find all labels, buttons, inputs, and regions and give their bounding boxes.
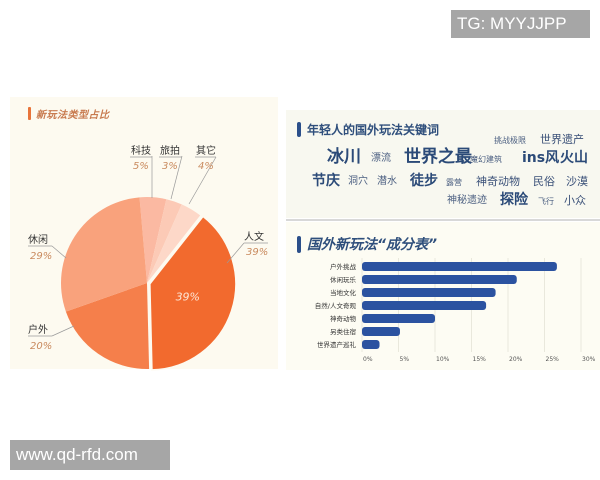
pie-label-name: 户外	[28, 323, 48, 336]
keywords-title: 年轻人的国外玩法关键词	[297, 121, 439, 138]
keyword-tag: 露营	[446, 178, 462, 187]
pie-slice-2	[147, 204, 201, 283]
composition-title: 国外新玩法“成分表”	[297, 234, 437, 254]
pie-label-value: 4%	[198, 161, 214, 172]
bar-category-label: 神奇动物	[330, 314, 357, 323]
bar	[362, 301, 487, 310]
keyword-tag: 火山	[560, 150, 588, 166]
keyword-tag: 神奇动物	[476, 175, 520, 188]
bar	[362, 288, 496, 297]
x-tick-label: 0%	[363, 356, 373, 363]
pie-label-name: 旅拍	[160, 144, 180, 157]
pie-label-name: 人文	[244, 230, 264, 243]
x-tick-label: 30%	[582, 356, 596, 363]
bar-category-label: 自然/人文奇观	[315, 301, 357, 310]
pie-slice-3	[149, 215, 237, 371]
bar-category-label: 另类住宿	[330, 327, 357, 336]
bar-category-label: 当地文化	[330, 288, 357, 297]
bar	[362, 314, 435, 323]
keyword-tag: 魔幻建筑	[470, 155, 502, 164]
pie-label-name: 科技	[131, 144, 151, 157]
pie-label-value: 20%	[30, 341, 52, 352]
x-tick-label: 25%	[546, 356, 560, 363]
keyword-tag: 探险	[500, 192, 528, 208]
title-accent-bar	[297, 122, 301, 137]
keyword-tag: 徒步	[410, 173, 438, 189]
title-accent-bar	[297, 235, 301, 253]
pie-label-value: 3%	[162, 161, 178, 172]
pie-label-value: 29%	[30, 251, 52, 262]
bar-category-label: 休闲玩乐	[330, 275, 357, 284]
keyword-tag: 世界之最	[404, 147, 472, 167]
panel-divider	[286, 219, 600, 221]
keyword-tag: 洞穴	[348, 176, 368, 187]
watermark-tg: TG: MYYJJPP	[451, 10, 590, 38]
bar	[362, 340, 380, 349]
pie-label-value: 5%	[133, 161, 149, 172]
pie-chart-title: 新玩法类型占比	[28, 106, 110, 121]
keyword-tag: 小众	[564, 194, 586, 207]
keyword-tag: 冰川	[327, 147, 361, 167]
keywords-title-text: 年轻人的国外玩法关键词	[307, 123, 440, 137]
composition-title-text: 国外新玩法“成分表”	[307, 237, 438, 253]
keyword-tag: 节庆	[312, 173, 340, 189]
pie-label-value: 39%	[246, 247, 268, 258]
x-tick-label: 10%	[436, 356, 450, 363]
pie-title-text: 新玩法类型占比	[36, 109, 110, 121]
pie-slice-1	[147, 199, 182, 283]
keyword-tag: 飞行	[538, 197, 554, 206]
keyword-tag: 民俗	[533, 175, 555, 188]
x-tick-label: 15%	[473, 356, 487, 363]
pie-slice-5	[61, 197, 148, 312]
watermark-url: www.qd-rfd.com	[10, 440, 170, 470]
x-tick-label: 20%	[509, 356, 523, 363]
keyword-tag: 漂流	[371, 153, 391, 164]
keyword-tag: ins风	[522, 150, 560, 166]
bar-category-label: 户外挑战	[330, 262, 357, 271]
bar	[362, 327, 400, 336]
bar-category-label: 世界遗产巡礼	[317, 340, 357, 349]
keyword-tag: 挑战极限	[494, 136, 526, 145]
pie-label-name: 其它	[196, 144, 216, 157]
pie-slice-0	[139, 197, 167, 283]
pie-label-name: 休闲	[28, 233, 48, 246]
keywords-panel	[286, 110, 600, 218]
bar	[362, 275, 517, 284]
pie-chart: 39% 科技 5% 旅拍 3% 其它 4% 人文 39% 户外 20% 休闲 29%	[28, 144, 268, 371]
keyword-tag: 潜水	[377, 176, 397, 187]
keyword-tag: 世界遗产	[540, 133, 584, 146]
x-tick-label: 5%	[400, 356, 410, 363]
bar	[362, 262, 557, 271]
keyword-tag: 神秘遗迹	[447, 195, 487, 206]
pie-slice-4	[65, 283, 150, 369]
pie-inner-label: 39%	[176, 291, 200, 304]
title-accent-bar	[28, 106, 31, 120]
keyword-tag: 沙漠	[566, 175, 588, 188]
